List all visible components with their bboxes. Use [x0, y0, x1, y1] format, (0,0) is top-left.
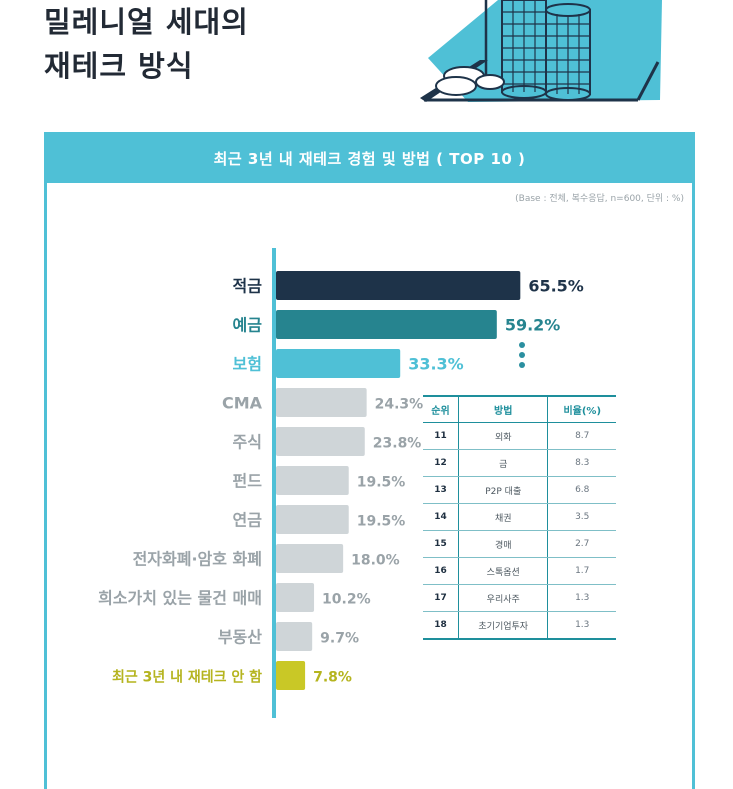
- ratio-cell: 3.5: [547, 503, 616, 531]
- category-label: 펀드: [233, 472, 263, 491]
- table-row: 14 채권 3.5: [423, 503, 616, 531]
- ratio-cell: 1.3: [547, 584, 616, 612]
- method-cell: 경매: [457, 530, 548, 558]
- category-label: 최근 3년 내 재테크 안 함: [112, 669, 262, 686]
- ratio-cell: 1.3: [547, 611, 616, 640]
- category-label: 적금: [233, 277, 263, 296]
- ratio-cell: 6.8: [547, 476, 616, 504]
- method-col-header: 방법: [457, 395, 548, 423]
- bar-6: [276, 466, 349, 495]
- rank-cell: 13: [423, 476, 459, 504]
- bar-8: [276, 544, 344, 573]
- table-row: 12 금 8.3: [423, 449, 616, 477]
- table-row: 18 초기기업투자 1.3: [423, 611, 616, 640]
- category-label: 보험: [233, 355, 262, 374]
- ratio-col-header: 비율(%): [547, 395, 616, 423]
- method-cell: 채권: [457, 503, 548, 531]
- page-title-line2: 재테크 방식: [44, 49, 194, 83]
- rank-cell: 15: [423, 530, 459, 558]
- table-row: 15 경매 2.7: [423, 530, 616, 558]
- bar-9: [276, 583, 315, 612]
- bar-2: [276, 310, 497, 339]
- rank-cell: 16: [423, 557, 459, 585]
- ratio-cell: 1.7: [547, 557, 616, 585]
- rank-cell: 12: [423, 449, 459, 477]
- rank-cell: 18: [423, 611, 459, 640]
- category-label: 예금: [233, 316, 263, 335]
- method-cell: 우리사주: [457, 584, 548, 612]
- rank-cell: 11: [423, 422, 459, 450]
- page-title-line1: 밀레니얼 세대의: [44, 5, 249, 39]
- category-label: 부동산: [218, 628, 262, 647]
- value-label: 10.2%: [322, 592, 371, 608]
- table-row: 17 우리사주 1.3: [423, 584, 616, 612]
- chart-panel-header: 최근 3년 내 재테크 경험 및 방법 ( TOP 10 ): [47, 135, 692, 183]
- value-label: 33.3%: [408, 355, 464, 374]
- value-label: 9.7%: [320, 631, 359, 647]
- bar-11: [276, 661, 306, 690]
- value-label: 19.5%: [357, 514, 406, 530]
- category-label: CMA: [222, 394, 263, 413]
- page-title: 밀레니얼 세대의 재테크 방식: [44, 0, 249, 88]
- category-label: 희소가치 있는 물건 매매: [98, 589, 262, 608]
- ratio-cell: 2.7: [547, 530, 616, 558]
- table-row: 16 스톡옵션 1.7: [423, 557, 616, 585]
- category-label: 연금: [233, 511, 263, 530]
- coin-stacks-illustration: [420, 0, 662, 102]
- rank-table: 순위 방법 비율(%) 11 외화 8.7 12 금 8.3 13 P2P 대출…: [423, 395, 616, 640]
- rank-cell: 14: [423, 503, 459, 531]
- method-cell: 외화: [457, 422, 548, 450]
- bar-7: [276, 505, 349, 534]
- bar-10: [276, 622, 313, 651]
- category-label: 전자화폐·암호 화폐: [133, 550, 262, 569]
- value-label: 65.5%: [528, 277, 584, 296]
- ratio-cell: 8.3: [547, 449, 616, 477]
- rank-col-header: 순위: [423, 395, 459, 423]
- value-label: 24.3%: [375, 397, 424, 413]
- bar-4: [276, 388, 367, 417]
- table-row: 11 외화 8.7: [423, 422, 616, 450]
- method-cell: P2P 대출: [457, 476, 548, 504]
- value-label: 59.2%: [505, 316, 561, 335]
- value-label: 23.8%: [373, 436, 422, 452]
- rank-table-header: 순위 방법 비율(%): [423, 395, 616, 423]
- method-cell: 스톡옵션: [457, 557, 548, 585]
- value-label: 18.0%: [351, 553, 400, 569]
- bar-1: [276, 271, 521, 300]
- rank-cell: 17: [423, 584, 459, 612]
- category-label: 주식: [233, 433, 262, 452]
- value-label: 7.8%: [313, 670, 352, 686]
- table-row: 13 P2P 대출 6.8: [423, 476, 616, 504]
- bar-5: [276, 427, 365, 456]
- ratio-cell: 8.7: [547, 422, 616, 450]
- value-label: 19.5%: [357, 475, 406, 491]
- method-cell: 금: [457, 449, 548, 477]
- bar-3: [276, 349, 401, 378]
- method-cell: 초기기업투자: [457, 611, 548, 640]
- vertical-ellipsis-icon: [519, 342, 525, 372]
- base-note: (Base : 전체, 복수응답, n=600, 단위 : %): [515, 194, 684, 204]
